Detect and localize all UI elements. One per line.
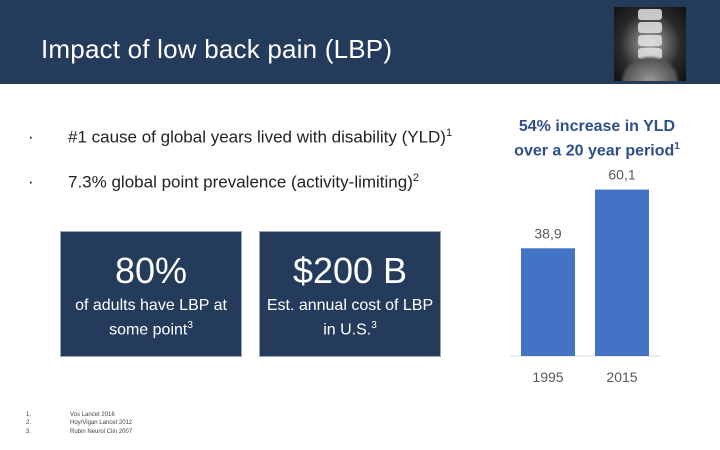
bar-1995	[521, 248, 575, 356]
stat-label: Est. annual cost of LBP in U.S.	[266, 297, 434, 339]
bullet-text: 7.3% global point prevalence (activity-l…	[68, 172, 413, 192]
x-tick-label: 1995	[532, 369, 563, 385]
spine-xray-icon	[614, 7, 686, 81]
bullet-ref: 1	[445, 127, 453, 139]
chart-header-ref: 1	[674, 141, 680, 152]
reference-item: 3. Rubin Neurol Clin 2007	[26, 428, 133, 435]
header-bar: Impact of low back pain (LBP)	[0, 0, 720, 84]
stat-value: $200 B	[292, 250, 408, 291]
stat-ref: 3	[371, 320, 377, 331]
stat-ref: 3	[187, 320, 193, 331]
stat-card-adults: 80% of adults have LBP at some point3	[60, 231, 242, 357]
reference-item: 1. Vos Lancet 2016	[26, 412, 115, 418]
bullet-marker: ·	[28, 127, 34, 146]
reference-item: 2. Hoy/Vigan Lancet 2012	[26, 420, 133, 427]
bar-value-label: 38,9	[534, 225, 561, 241]
yld-bar-chart: 38,9 1995 60,1 2015	[510, 167, 660, 385]
bullet-text: #1 cause of global years lived with disa…	[68, 127, 446, 147]
chart-header-text: 54% increase in YLD over a 20 year perio…	[514, 118, 676, 160]
references-list: 1. Vos Lancet 2016 2. Hoy/Vigan Lancet 201…	[26, 411, 132, 436]
bar-value-label: 60,1	[608, 167, 635, 183]
chart-header: 54% increase in YLD over a 20 year perio…	[512, 117, 682, 161]
bar-2015	[595, 189, 649, 356]
stat-value: 80%	[114, 250, 188, 291]
slide-title: Impact of low back pain (LBP)	[41, 34, 393, 64]
bullet-marker: ·	[28, 172, 34, 191]
stat-card-cost: $200 B Est. annual cost of LBP in U.S.3	[259, 231, 441, 357]
bullet-ref: 2	[412, 172, 420, 184]
x-tick-label: 2015	[606, 369, 637, 385]
stat-label: of adults have LBP at some point	[75, 297, 227, 339]
